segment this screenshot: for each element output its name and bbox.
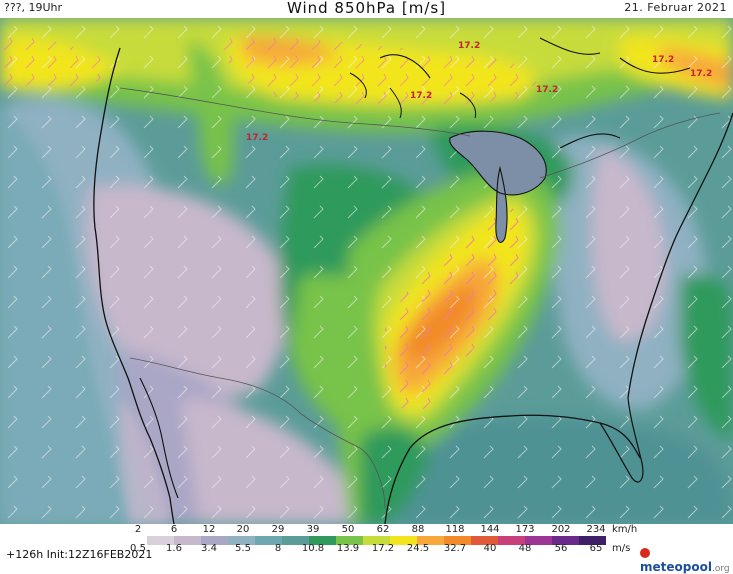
ms-tick: 0.5 [130,543,146,554]
kmh-tick: 12 [202,524,216,535]
baja-coastline [139,377,179,499]
color-scale-swatch [444,536,471,545]
contour-label-6: 17.2 [246,133,268,143]
kmh-tick: 118 [445,524,465,535]
ms-tick: 5.5 [235,543,251,554]
color-scale-swatch [579,536,606,545]
meteopool-logo[interactable]: meteopool.org [640,546,733,574]
contour-label-3: 17.2 [690,69,712,79]
hudson-bay-islands [349,72,477,119]
contour-label-2: 17.2 [652,55,674,65]
wind-barbs-pink-north [220,36,537,106]
kmh-tick: 39 [306,524,320,535]
color-scale-swatch [282,536,309,545]
color-scale-swatch [471,536,498,545]
us-mexico-border [129,357,386,509]
wind-map: 17.2 17.2 17.2 17.2 17.2 17.2 [0,18,733,524]
color-scale-swatch [147,536,174,545]
east-coastline [627,112,733,399]
ms-tick: 13.9 [336,543,360,554]
kmh-tick: 173 [515,524,535,535]
west-coastline [93,47,175,524]
ms-tick: 3.4 [201,543,217,554]
kmh-tick: 6 [170,524,178,535]
valid-time-label: ???, 19Uhr [4,1,63,14]
color-scale-swatch [552,536,579,545]
wind-barbs-pink-jet [385,207,529,412]
ms-tick: 10.8 [301,543,325,554]
kmh-tick: 20 [236,524,250,535]
ms-tick: 48 [518,543,532,554]
map-title: Wind 850hPa [m/s] [286,0,447,17]
color-scale-swatch [255,536,282,545]
gulf-coastline [384,414,641,524]
ms-tick: 1.6 [166,543,182,554]
kmh-tick: 29 [271,524,285,535]
contour-label-1: 17.2 [458,41,480,51]
ms-tick: 40 [483,543,497,554]
ms-tick: 65 [589,543,603,554]
valid-date-label: 21. Februar 2021 [624,1,727,14]
color-scale-swatch [363,536,390,545]
us-canada-border [119,87,721,179]
color-scale-swatch [390,536,417,545]
color-scale-swatch [201,536,228,545]
ms-tick: 24.5 [406,543,430,554]
contour-label-5: 17.2 [536,85,558,95]
color-scale-swatch [120,536,147,545]
color-scale-swatch [525,536,552,545]
color-scale-swatch [174,536,201,545]
canada-coast-north [379,37,691,149]
ms-tick: 17.2 [371,543,395,554]
kmh-tick: 202 [551,524,571,535]
logo-dot-icon [640,548,650,558]
great-lakes-outline [449,130,547,243]
kmh-tick: 50 [341,524,355,535]
wind-barbs-pink-west [0,37,120,90]
kmh-tick: 62 [376,524,390,535]
ms-tick: 8 [274,543,282,554]
init-time-label: +126h Init:12Z16FEB2021 [6,548,153,561]
unit-kmh-label: km/h [612,524,638,535]
florida-coastline [599,397,644,483]
unit-ms-label: m/s [612,543,631,554]
header-bar: ???, 19Uhr Wind 850hPa [m/s] 21. Februar… [0,0,733,18]
kmh-tick: 234 [586,524,606,535]
color-scale-swatch [417,536,444,545]
color-scale-bar [120,536,606,545]
kmh-tick: 88 [411,524,425,535]
ms-tick: 56 [554,543,568,554]
color-scale-swatch [309,536,336,545]
logo-text: meteopool [640,560,712,574]
ms-tick: 32.7 [443,543,467,554]
contour-label-4: 17.2 [410,91,432,101]
kmh-tick: 2 [134,524,142,535]
color-scale-swatch [336,536,363,545]
color-scale-swatch [228,536,255,545]
kmh-tick: 144 [480,524,500,535]
color-scale-legend: 2 6 12 20 29 39 50 62 88 118 144 173 202… [0,524,733,574]
color-scale-swatch [498,536,525,545]
